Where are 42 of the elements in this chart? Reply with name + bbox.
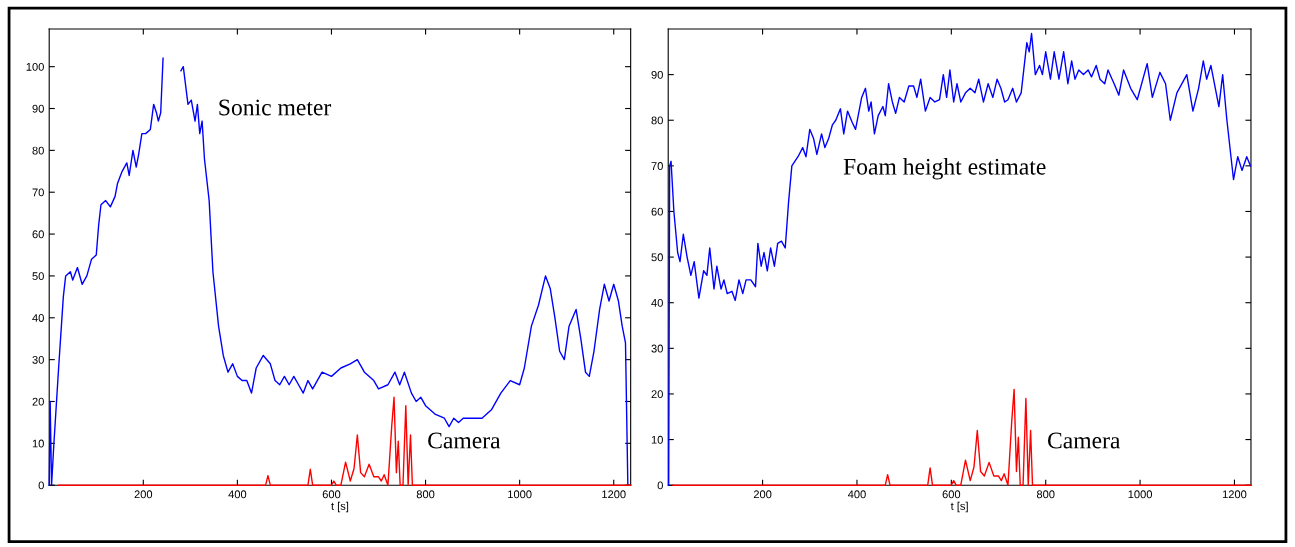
y-tick-label: 0 (38, 481, 44, 490)
x-tick-label: 1200 (1222, 490, 1247, 499)
line-series (672, 388, 1252, 486)
x-tick-label: 800 (416, 490, 435, 499)
y-tick-label: 100 (26, 62, 44, 71)
x-tick-label: 200 (753, 490, 772, 499)
y-tick-label: 60 (651, 207, 663, 216)
y-tick-label: 40 (32, 314, 44, 322)
y-tick-label: 40 (651, 298, 663, 307)
x-tick-label: 600 (942, 490, 961, 499)
y-tick-label: 60 (32, 230, 44, 239)
x-tick-label: 600 (322, 490, 341, 499)
y-tick-label: 70 (32, 188, 44, 197)
y-tick-label: 30 (32, 355, 44, 364)
x-axis-title: t [s] (331, 501, 349, 513)
series-label: Foam height estimate (843, 158, 1046, 180)
x-tick-label: 1000 (1128, 490, 1153, 499)
x-axis-title: t [s] (950, 501, 968, 513)
y-tick-label: 80 (651, 116, 663, 125)
y-tick-label: 50 (32, 272, 44, 281)
y-tick-label: 70 (651, 162, 663, 170)
series-label: Camera (1047, 432, 1121, 449)
line-series (667, 32, 1252, 486)
x-tick-label: 400 (228, 490, 247, 499)
y-tick-label: 30 (651, 344, 663, 353)
y-tick-label: 20 (32, 397, 44, 406)
series-label: Camera (428, 432, 501, 449)
line-series (57, 396, 632, 486)
y-tick-label: 50 (651, 253, 663, 262)
y-tick-label: 90 (32, 104, 44, 113)
y-tick-label: 20 (651, 390, 663, 399)
y-tick-label: 10 (32, 439, 44, 448)
x-tick-label: 1200 (602, 490, 626, 499)
y-tick-label: 90 (651, 70, 663, 79)
x-tick-label: 200 (134, 490, 153, 499)
y-tick-label: 0 (657, 481, 663, 490)
x-tick-label: 1000 (508, 490, 532, 499)
x-tick-label: 800 (1036, 490, 1055, 499)
series-label: Sonic meter (219, 99, 332, 116)
y-tick-label: 80 (32, 146, 44, 155)
x-tick-label: 400 (847, 490, 866, 499)
y-tick-label: 10 (651, 435, 663, 444)
